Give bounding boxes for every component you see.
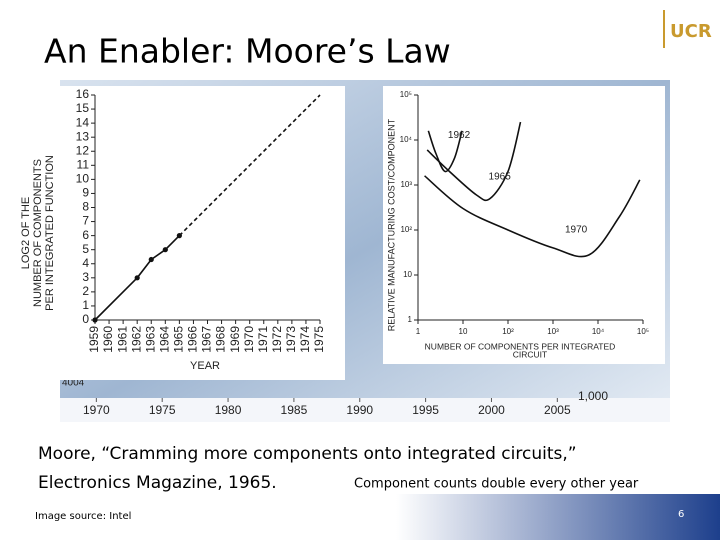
y-tick-label: 9 — [82, 186, 89, 200]
y-axis-label: NUMBER OF COMPONENTS — [32, 159, 44, 307]
x-axis-label: CIRCUIT — [513, 349, 547, 359]
y-tick-label: 14 — [76, 115, 90, 129]
x-tick-label: 1969 — [228, 326, 242, 353]
x-tick-label: 1975 — [312, 326, 326, 353]
annotation: 4004 — [62, 378, 85, 389]
x-tick-label: 1968 — [214, 326, 228, 353]
y-tick-label: 10 — [76, 172, 90, 186]
x-tick-label: 10³ — [547, 327, 559, 336]
y-tick-label: 10³ — [400, 180, 412, 189]
x-tick-label: 1959 — [87, 326, 101, 353]
y-tick-label: 10⁴ — [400, 135, 413, 144]
logo-bar — [663, 10, 665, 48]
y-tick-label: 6 — [82, 228, 89, 242]
x-tick-label: 1963 — [143, 326, 157, 353]
annotation: 1,000 — [578, 389, 608, 403]
y-tick-label: 8 — [82, 200, 89, 214]
x-axis-label: NUMBER OF COMPONENTS PER INTEGRATED — [425, 341, 616, 351]
slide-title: An Enabler: Moore’s Law — [44, 32, 451, 71]
x-tick-label: 1971 — [256, 326, 270, 353]
y-tick-label: 4 — [82, 256, 89, 270]
x-tick-label: 10 — [459, 327, 468, 336]
intel-axis-band — [60, 398, 670, 422]
y-tick-label: 13 — [76, 129, 90, 143]
x-tick-label: 1964 — [157, 326, 171, 353]
series-line — [427, 130, 463, 173]
x-tick-label: 10⁴ — [592, 327, 605, 336]
y-tick-label: 7 — [82, 214, 89, 228]
left-chart-panel — [20, 86, 345, 380]
y-tick-label: 15 — [76, 101, 90, 115]
series-label: 1965 — [489, 172, 512, 183]
x-tick-label: 1985 — [281, 403, 308, 417]
x-tick-label: 1975 — [149, 403, 176, 417]
page-number: 6 — [678, 509, 684, 520]
x-tick-label: 1961 — [115, 326, 129, 353]
footer-source: Image source: Intel — [35, 511, 131, 522]
x-tick-label: 1990 — [346, 403, 373, 417]
data-point — [162, 247, 168, 253]
y-tick-label: 10 — [403, 270, 412, 279]
right-chart-panel — [383, 86, 665, 364]
x-tick-label: 2005 — [544, 403, 571, 417]
caption-line2: Electronics Magazine, 1965. — [38, 473, 277, 493]
series-label: 1962 — [448, 130, 471, 141]
data-point — [92, 317, 98, 323]
x-tick-label: 2000 — [478, 403, 505, 417]
x-tick-label: 1980 — [215, 403, 242, 417]
x-tick-label: 1970 — [242, 326, 256, 353]
series-label: 1970 — [565, 225, 588, 236]
y-tick-label: 12 — [76, 143, 90, 157]
y-axis-label: RELATIVE MANUFACTURING COST/COMPONENT — [386, 118, 396, 331]
x-tick-label: 1 — [416, 327, 421, 336]
series-line — [426, 121, 522, 202]
x-tick-label: 1960 — [101, 326, 115, 353]
x-tick-label: 1973 — [284, 326, 298, 353]
y-tick-label: 11 — [77, 157, 90, 171]
x-tick-label: 10⁵ — [637, 327, 649, 336]
x-tick-label: 1974 — [298, 326, 312, 353]
x-tick-label: 1962 — [129, 326, 143, 353]
y-axis-label: PER INTEGRATED FUNCTION — [44, 155, 56, 311]
x-tick-label: 1970 — [83, 403, 110, 417]
x-tick-label: 1967 — [200, 326, 214, 353]
y-tick-label: 5 — [82, 242, 89, 256]
y-tick-label: 3 — [82, 270, 89, 284]
y-axis-label: LOG2 OF THE — [20, 197, 32, 270]
y-tick-label: 1 — [82, 298, 89, 312]
y-tick-label: 10² — [400, 225, 412, 234]
y-tick-label: 16 — [76, 87, 90, 101]
x-tick-label: 1972 — [270, 326, 284, 353]
caption-note: Component counts double every other year — [354, 477, 639, 492]
x-tick-label: 1995 — [412, 403, 439, 417]
y-tick-label: 0 — [82, 312, 89, 326]
x-tick-label: 10² — [502, 327, 514, 336]
x-tick-label: 1966 — [186, 326, 200, 353]
y-tick-label: 10⁵ — [400, 90, 412, 99]
y-tick-label: 1 — [408, 315, 413, 324]
data-point — [148, 256, 154, 263]
y-tick-label: 2 — [82, 284, 89, 298]
logo: UCR — [670, 21, 712, 42]
footer-bar — [0, 494, 720, 540]
data-point — [134, 275, 140, 281]
series-line — [178, 94, 321, 237]
caption-line1: Moore, “Cramming more components onto in… — [38, 444, 577, 464]
x-tick-label: 1965 — [172, 326, 186, 353]
series-line — [424, 175, 641, 258]
x-axis-label: YEAR — [190, 360, 220, 372]
